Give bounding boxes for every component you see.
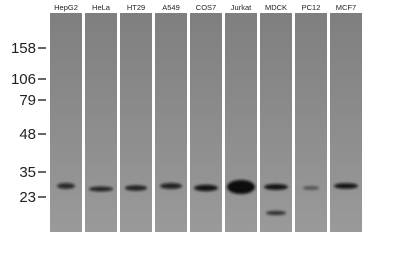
lane xyxy=(225,13,257,232)
lane xyxy=(190,13,222,232)
marker-label: 79 xyxy=(19,92,36,109)
marker-label: 23 xyxy=(19,189,36,206)
band xyxy=(125,185,147,191)
lane-label: HeLa xyxy=(92,3,111,12)
band xyxy=(266,211,286,215)
band xyxy=(303,186,319,190)
lane xyxy=(260,13,292,232)
lane xyxy=(155,13,187,232)
lanes: HepG2 HeLa HT29 A549 COS7 Jurkat MDCK PC12 MCF7 xyxy=(50,3,362,232)
band xyxy=(194,184,218,192)
band xyxy=(334,183,358,189)
band xyxy=(160,183,182,189)
lane-label: COS7 xyxy=(196,3,216,12)
band xyxy=(227,180,255,194)
marker-label: 35 xyxy=(19,164,36,181)
lane xyxy=(50,13,82,232)
lane-label: MCF7 xyxy=(336,3,356,12)
lane xyxy=(295,13,327,232)
band xyxy=(89,186,113,192)
band xyxy=(57,183,75,189)
band xyxy=(264,184,288,190)
lane xyxy=(120,13,152,232)
lane-label: PC12 xyxy=(302,3,321,12)
lane xyxy=(330,13,362,232)
lane-label: MDCK xyxy=(265,3,287,12)
lane-label: HepG2 xyxy=(54,3,78,12)
marker-label: 106 xyxy=(11,71,36,88)
lane-label: Jurkat xyxy=(231,3,252,12)
lane-label: A549 xyxy=(162,3,180,12)
lane-label: HT29 xyxy=(127,3,145,12)
markers: 158 106 79 48 35 23 xyxy=(11,40,46,206)
lane xyxy=(85,13,117,232)
marker-label: 158 xyxy=(11,40,36,57)
marker-label: 48 xyxy=(19,126,36,143)
